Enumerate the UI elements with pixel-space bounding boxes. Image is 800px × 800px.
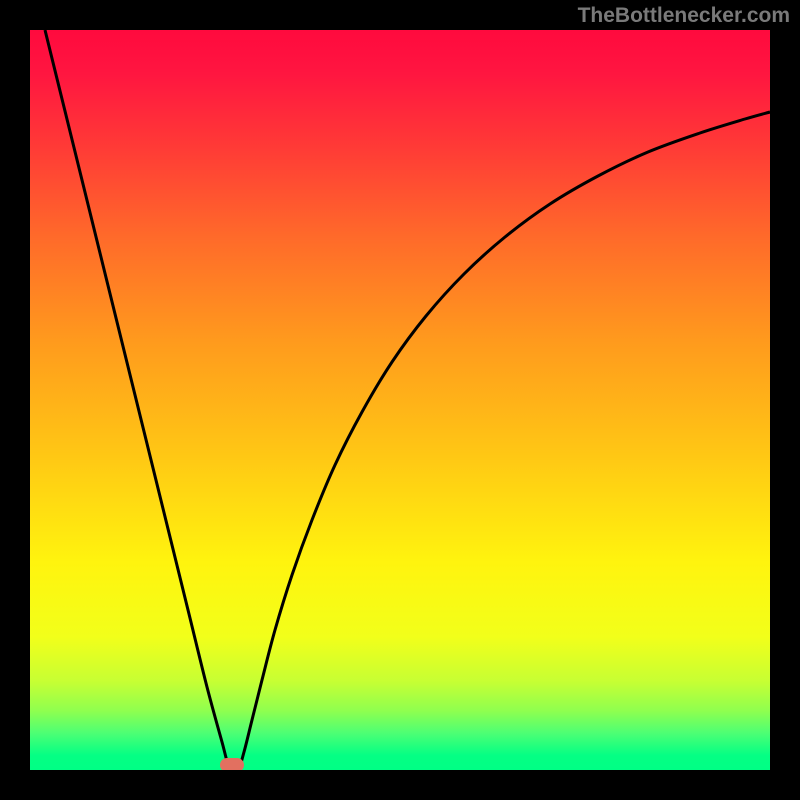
outer-border	[0, 0, 800, 800]
watermark-text: TheBottlenecker.com	[578, 4, 790, 28]
chart-canvas: TheBottlenecker.com	[0, 0, 800, 800]
